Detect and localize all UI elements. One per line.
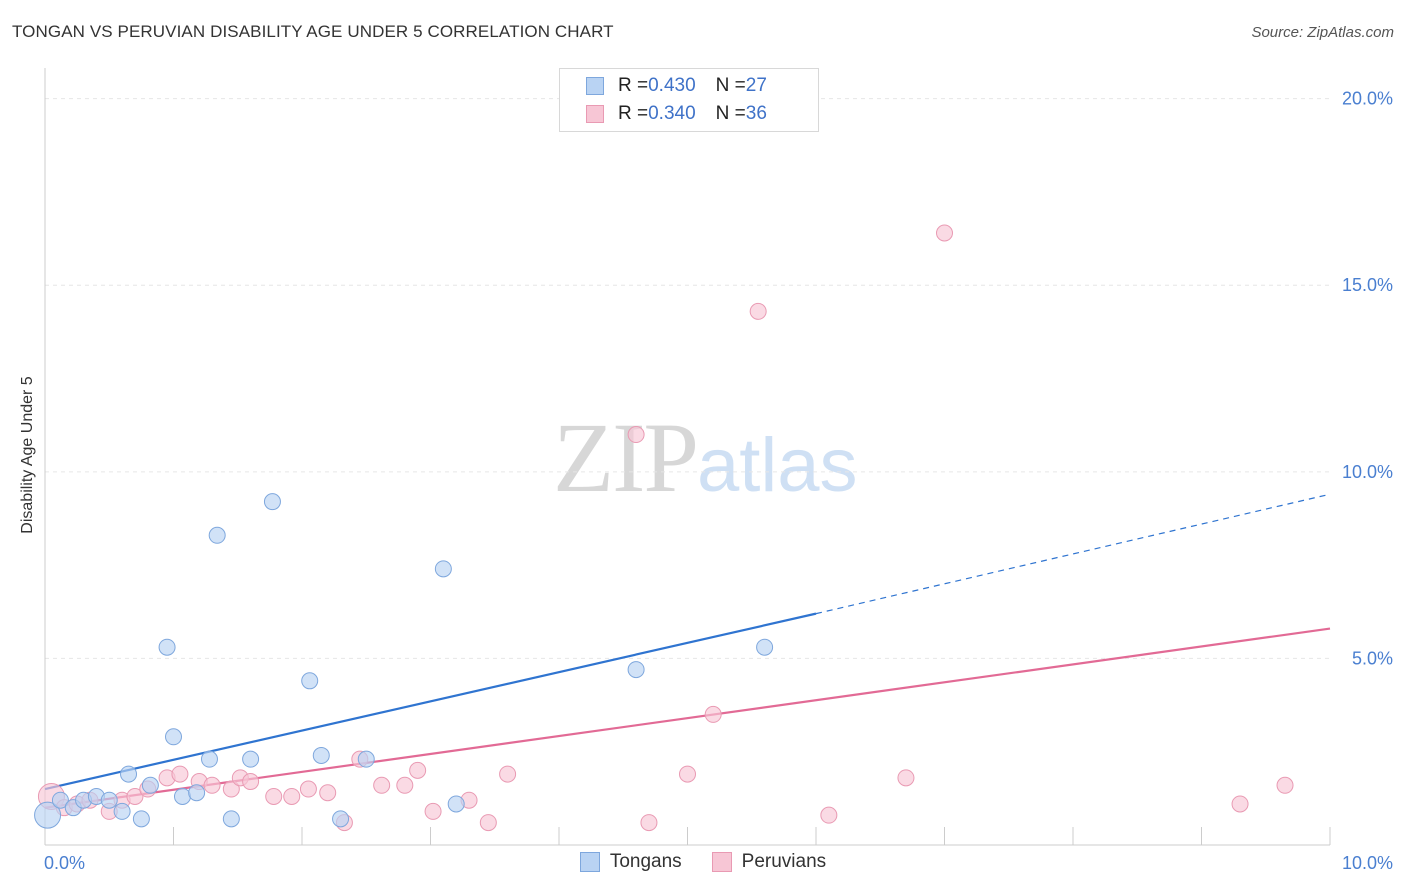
tongans-trend-line bbox=[44, 612, 817, 791]
x-tick-label-0: 0.0% bbox=[44, 853, 85, 873]
tongans-point-5 bbox=[100, 791, 118, 809]
chart-source: Source: ZipAtlas.com bbox=[1251, 24, 1394, 41]
tongans-point-24 bbox=[447, 795, 465, 813]
peruvians-point-28 bbox=[627, 426, 645, 444]
peruvians-point-29 bbox=[640, 814, 658, 832]
axis-layer bbox=[44, 68, 1331, 846]
legend-swatch-peruvians bbox=[586, 105, 604, 123]
legend-r-label-tongans: R = bbox=[618, 75, 649, 96]
series-label-peruvians: Peruvians bbox=[741, 851, 827, 872]
legend-n-value-tongans: 27 bbox=[745, 75, 767, 96]
point-layer bbox=[34, 224, 1294, 832]
tongans-point-21 bbox=[332, 810, 350, 828]
series-label-tongans: Tongans bbox=[609, 851, 682, 872]
peruvians-trend-line bbox=[44, 627, 1331, 809]
legend-swatch-tongans bbox=[586, 77, 604, 95]
grid-layer bbox=[45, 98, 1330, 659]
peruvians-point-37 bbox=[1276, 776, 1294, 794]
tongans-point-7 bbox=[120, 765, 138, 783]
tongans-point-26 bbox=[756, 638, 774, 656]
y-tick-label-3: 20.0% bbox=[1342, 89, 1393, 109]
tongans-point-10 bbox=[158, 638, 176, 656]
tongans-point-15 bbox=[208, 526, 226, 544]
tongans-point-12 bbox=[173, 787, 191, 805]
peruvians-point-9 bbox=[171, 765, 189, 783]
series-swatch-tongans bbox=[579, 852, 600, 872]
tongans-point-14 bbox=[200, 750, 218, 768]
legend-r-label-peruvians: R = bbox=[618, 103, 649, 124]
peruvians-point-27 bbox=[499, 765, 517, 783]
trend-layer bbox=[44, 493, 1331, 809]
tongans-point-6 bbox=[113, 802, 131, 820]
series-legend: Tongans Peruvians bbox=[0, 851, 1406, 873]
peruvians-point-35 bbox=[936, 224, 953, 242]
series-swatch-peruvians bbox=[711, 852, 732, 872]
tongans-point-13 bbox=[188, 784, 206, 802]
legend-r-value-tongans: 0.430 bbox=[648, 75, 696, 96]
legend-row-peruvians: R = 0.340 N = 36 bbox=[586, 101, 767, 127]
tongans-trend-extension bbox=[815, 493, 1331, 615]
peruvians-point-30 bbox=[679, 765, 696, 783]
tongans-point-1 bbox=[51, 791, 69, 809]
correlation-legend: R = 0.430 N = 27 R = 0.340 N = 36 bbox=[559, 68, 819, 132]
tongans-point-11 bbox=[165, 728, 182, 746]
peruvians-point-36 bbox=[1231, 795, 1249, 813]
legend-n-label-peruvians: N = bbox=[715, 103, 746, 124]
peruvians-point-32 bbox=[749, 302, 767, 320]
peruvians-point-11 bbox=[203, 776, 221, 794]
tongans-point-20 bbox=[312, 746, 330, 764]
legend-n-value-peruvians: 36 bbox=[745, 103, 767, 124]
tongans-point-22 bbox=[357, 750, 375, 768]
tongans-point-0 bbox=[34, 801, 62, 829]
peruvians-point-6 bbox=[126, 787, 144, 805]
peruvians-point-15 bbox=[265, 787, 283, 805]
peruvians-point-26 bbox=[479, 814, 497, 832]
chart-title: TONGAN VS PERUVIAN DISABILITY AGE UNDER … bbox=[12, 22, 614, 41]
tongans-point-18 bbox=[263, 493, 281, 511]
peruvians-point-18 bbox=[319, 784, 337, 802]
peruvians-point-31 bbox=[704, 705, 722, 723]
legend-row-tongans: R = 0.430 N = 27 bbox=[586, 73, 767, 99]
tongans-point-23 bbox=[434, 560, 452, 578]
peruvians-point-16 bbox=[283, 787, 301, 805]
series-legend-tongans[interactable]: Tongans bbox=[579, 851, 682, 873]
y-tick-label-1: 10.0% bbox=[1342, 462, 1393, 482]
y-tick-label-2: 15.0% bbox=[1342, 275, 1393, 295]
peruvians-point-22 bbox=[396, 776, 414, 794]
y-tick-label-0: 5.0% bbox=[1352, 648, 1393, 668]
peruvians-point-23 bbox=[409, 761, 427, 779]
series-legend-peruvians[interactable]: Peruvians bbox=[711, 851, 827, 873]
legend-r-value-peruvians: 0.340 bbox=[648, 103, 696, 124]
watermark-zip: ZIP bbox=[553, 402, 699, 513]
peruvians-point-34 bbox=[897, 769, 915, 787]
tick-label-layer: 5.0% 10.0% 15.0% 20.0% 0.0% 10.0% bbox=[44, 89, 1393, 873]
tongans-point-17 bbox=[242, 750, 260, 768]
tongans-point-9 bbox=[141, 776, 159, 794]
peruvians-point-24 bbox=[424, 802, 442, 820]
x-tick-label-1: 10.0% bbox=[1342, 853, 1393, 873]
tongans-point-8 bbox=[132, 810, 150, 828]
watermark: ZIPatlas bbox=[553, 400, 858, 515]
peruvians-point-12 bbox=[222, 780, 240, 798]
tongans-point-25 bbox=[627, 661, 645, 679]
tongans-point-19 bbox=[301, 672, 319, 690]
legend-n-label-tongans: N = bbox=[715, 75, 746, 96]
watermark-atlas: atlas bbox=[697, 423, 858, 508]
peruvians-point-21 bbox=[373, 776, 391, 794]
peruvians-point-17 bbox=[299, 780, 317, 798]
peruvians-point-33 bbox=[820, 806, 838, 824]
tongans-point-16 bbox=[222, 810, 240, 828]
peruvians-point-14 bbox=[242, 773, 260, 791]
